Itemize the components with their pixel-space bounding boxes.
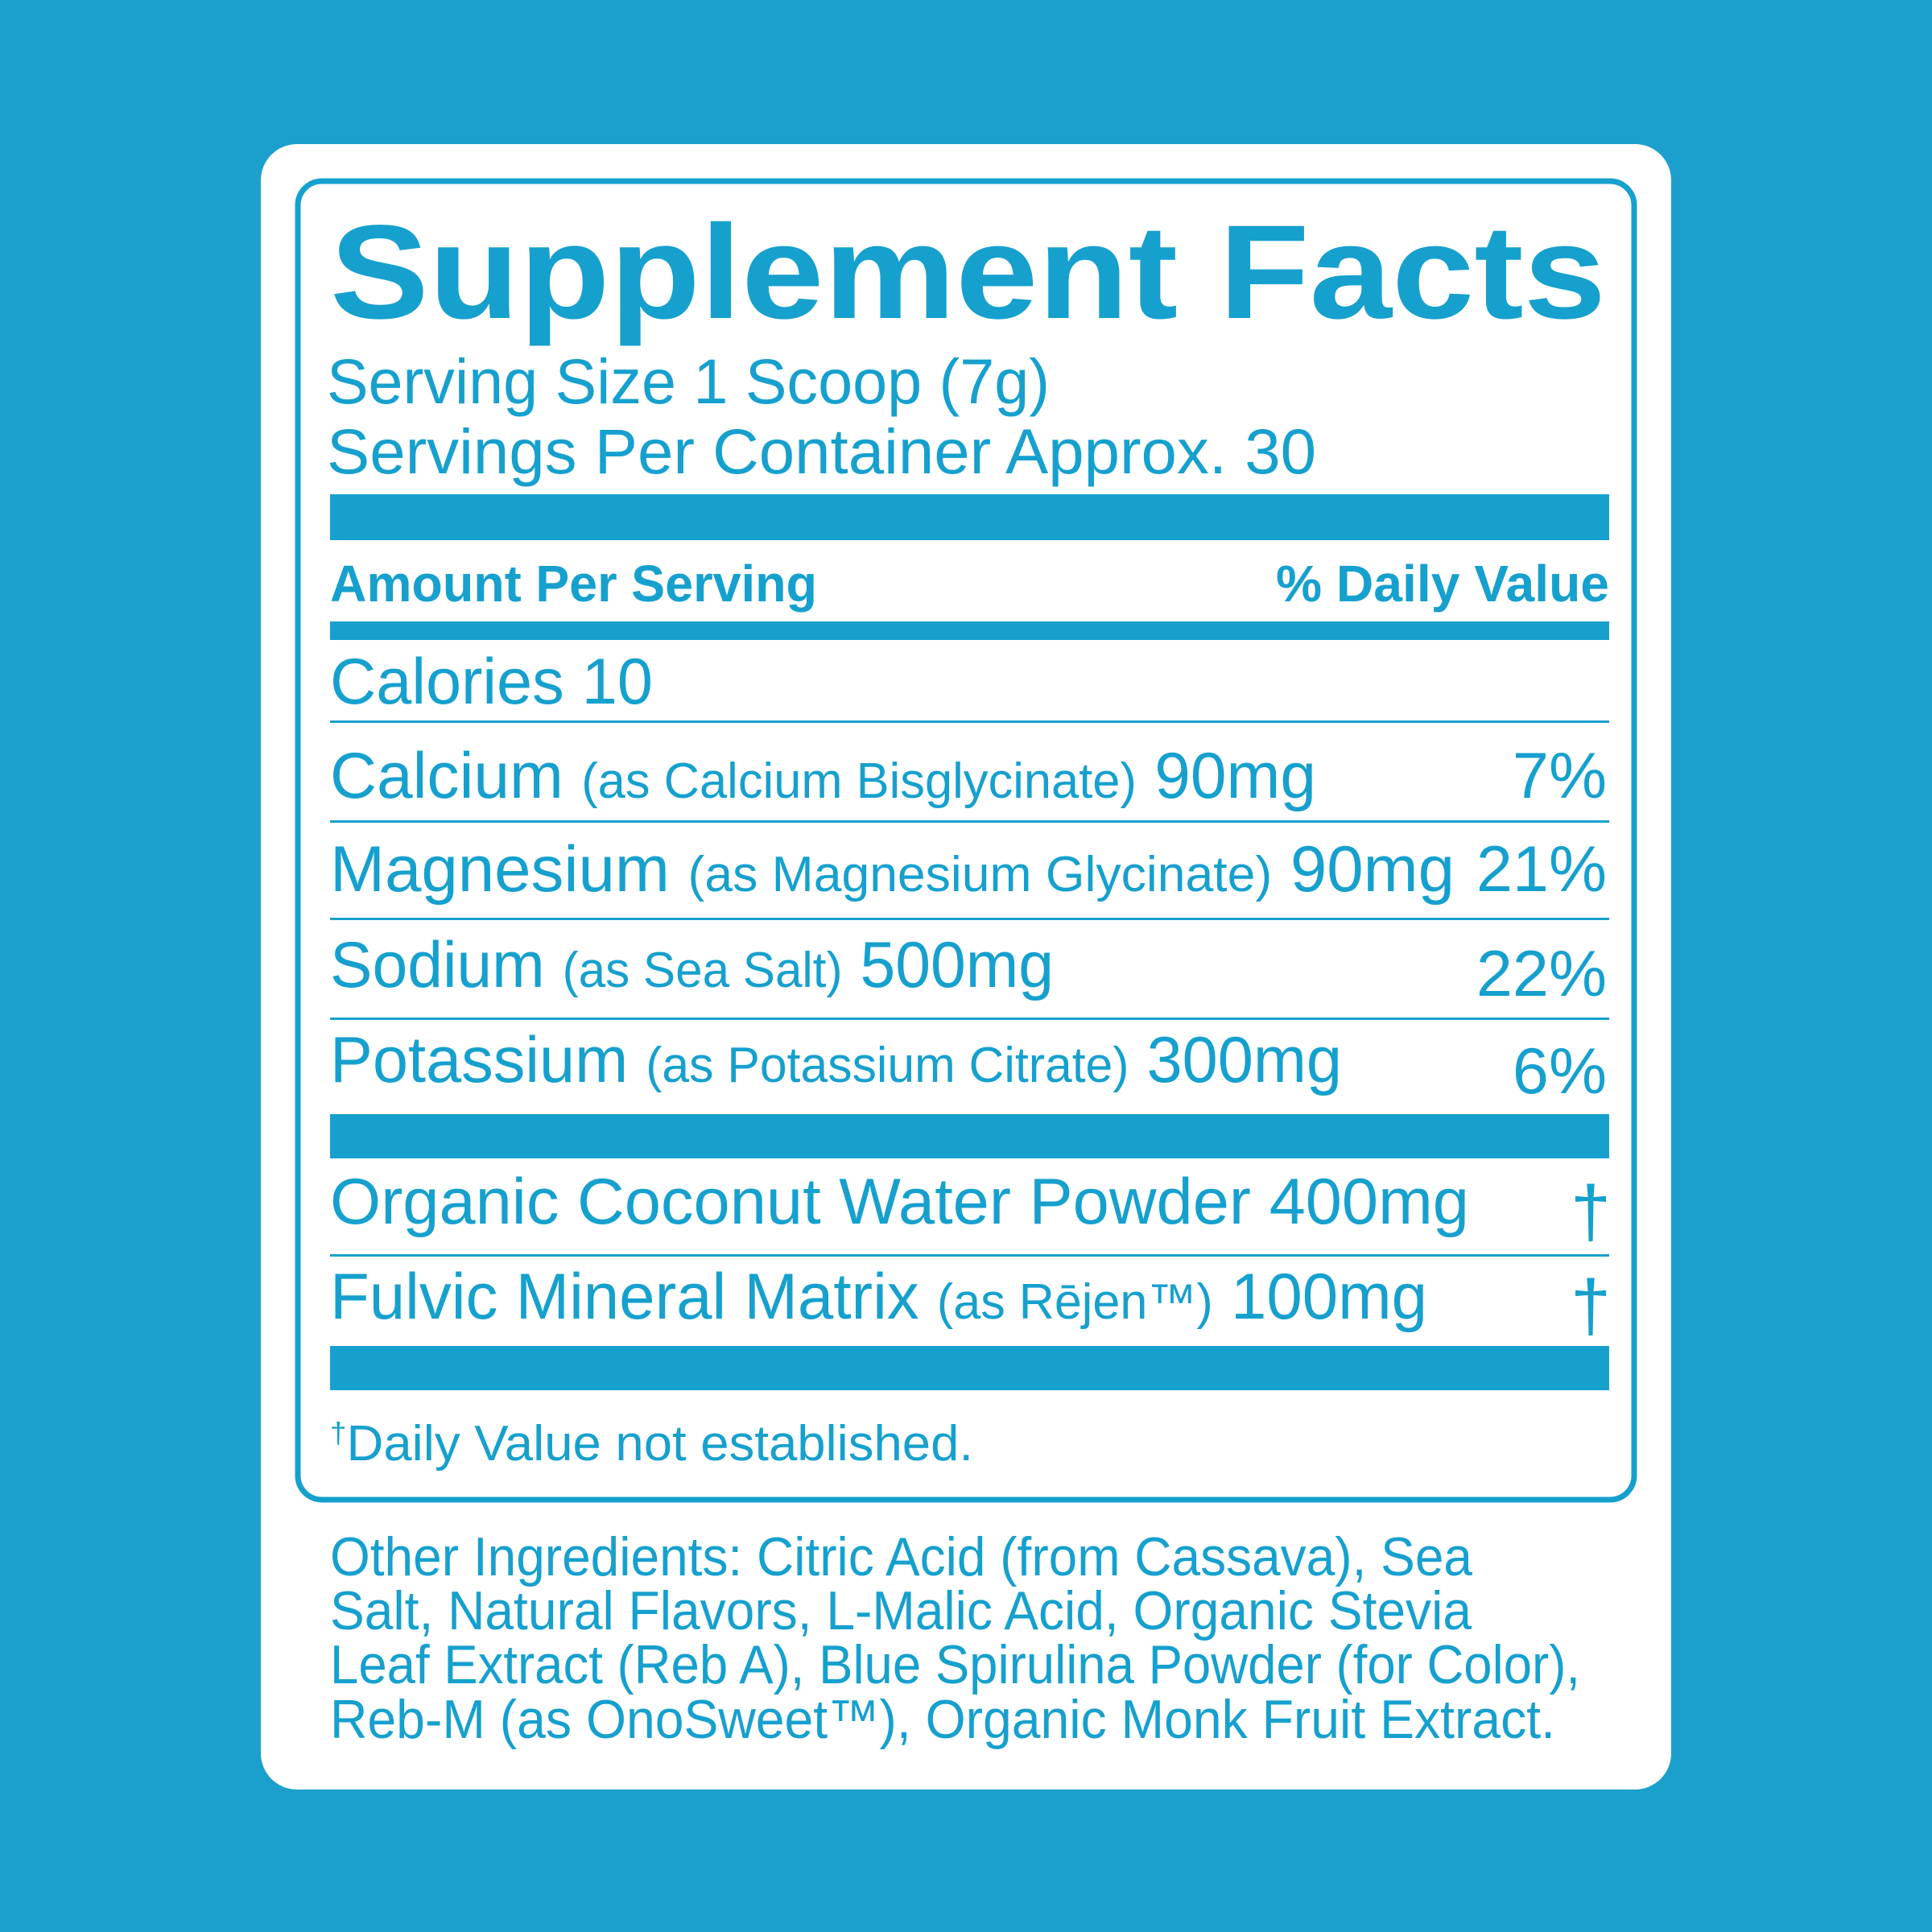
nutrient-name: Calcium <box>330 740 564 812</box>
nutrient-amount: 500mg <box>860 929 1054 1001</box>
other-ingredients-line: Salt, Natural Flavors, L-Malic Acid, Org… <box>330 1580 1472 1641</box>
ingredient-amount: 100mg <box>1231 1261 1427 1333</box>
nutrient-name: Sodium <box>330 929 545 1001</box>
thin-divider <box>330 918 1609 920</box>
thick-divider <box>330 494 1609 540</box>
nutrient-amount: 300mg <box>1147 1024 1342 1096</box>
nutrient-name: Magnesium <box>330 833 670 906</box>
calcium-dv: 7% <box>1513 740 1607 812</box>
ingredient-row-fulvic: Fulvic Mineral Matrix (as Rējen™) 100mg <box>330 1261 1427 1333</box>
other-ingredients-line: Other Ingredients: Citric Acid (from Cas… <box>330 1526 1472 1587</box>
nutrient-name: Potassium <box>330 1024 628 1096</box>
nutrient-row-sodium: Sodium (as Sea Salt) 500mg <box>330 929 1054 1001</box>
thin-divider <box>330 1254 1609 1257</box>
nutrient-source: (as Calcium Bisglycinate) <box>581 753 1137 809</box>
nutrient-amount: 90mg <box>1290 833 1455 906</box>
calories-value: 10 <box>582 646 653 718</box>
footnote-text: Daily Value not established. <box>347 1416 973 1472</box>
thin-divider <box>330 820 1609 823</box>
title: Supplement Facts <box>330 198 1606 347</box>
serving-size: Serving Size 1 Scoop (7g) <box>327 345 1050 417</box>
sodium-dv: 22% <box>1476 938 1607 1010</box>
nutrient-amount: 90mg <box>1154 740 1316 812</box>
nutrient-source: (as Sea Salt) <box>563 943 843 998</box>
thick-divider <box>330 1346 1609 1390</box>
facts-box-border <box>295 178 1637 1503</box>
nutrient-row-calcium: Calcium (as Calcium Bisglycinate) 90mg <box>330 740 1316 812</box>
magnesium-dv: 21% <box>1476 833 1607 906</box>
thick-divider <box>330 1114 1609 1158</box>
nutrient-row-magnesium: Magnesium (as Magnesium Glycinate) 90mg <box>330 833 1455 906</box>
calories-label: Calories <box>330 646 564 718</box>
thin-divider <box>330 1018 1609 1020</box>
medium-divider <box>330 621 1609 640</box>
ingredient-source: (as Rējen™) <box>937 1274 1213 1330</box>
dagger-mark: † <box>1571 1172 1611 1253</box>
footnote-dagger: † <box>330 1416 347 1449</box>
ingredient-amount: 400mg <box>1269 1166 1469 1238</box>
footnote: †Daily Value not established. <box>330 1416 973 1472</box>
calories-row: Calories 10 <box>330 646 653 718</box>
dagger-mark: † <box>1571 1266 1611 1347</box>
ingredient-name: Fulvic Mineral Matrix <box>330 1261 919 1333</box>
potassium-dv: 6% <box>1513 1035 1607 1108</box>
other-ingredients-line: Reb-M (as OnoSweet™), Organic Monk Fruit… <box>330 1689 1555 1750</box>
other-ingredients-line: Leaf Extract (Reb A), Blue Spirulina Pow… <box>330 1634 1580 1695</box>
nutrient-row-potassium: Potassium (as Potassium Citrate) 300mg <box>330 1024 1342 1096</box>
ingredient-name: Organic Coconut Water Powder <box>330 1166 1251 1238</box>
other-ingredients: Other Ingredients: Citric Acid (from Cas… <box>330 1526 1580 1750</box>
nutrient-source: (as Magnesium Glycinate) <box>688 847 1273 902</box>
nutrient-source: (as Potassium Citrate) <box>646 1038 1129 1093</box>
thin-divider <box>330 720 1609 723</box>
servings-per-container: Servings Per Container Approx. 30 <box>327 415 1316 487</box>
ingredient-row-coconut-water: Organic Coconut Water Powder 400mg <box>330 1166 1469 1238</box>
daily-value-header: % Daily Value <box>1276 555 1609 613</box>
amount-per-serving-header: Amount Per Serving <box>330 555 817 613</box>
